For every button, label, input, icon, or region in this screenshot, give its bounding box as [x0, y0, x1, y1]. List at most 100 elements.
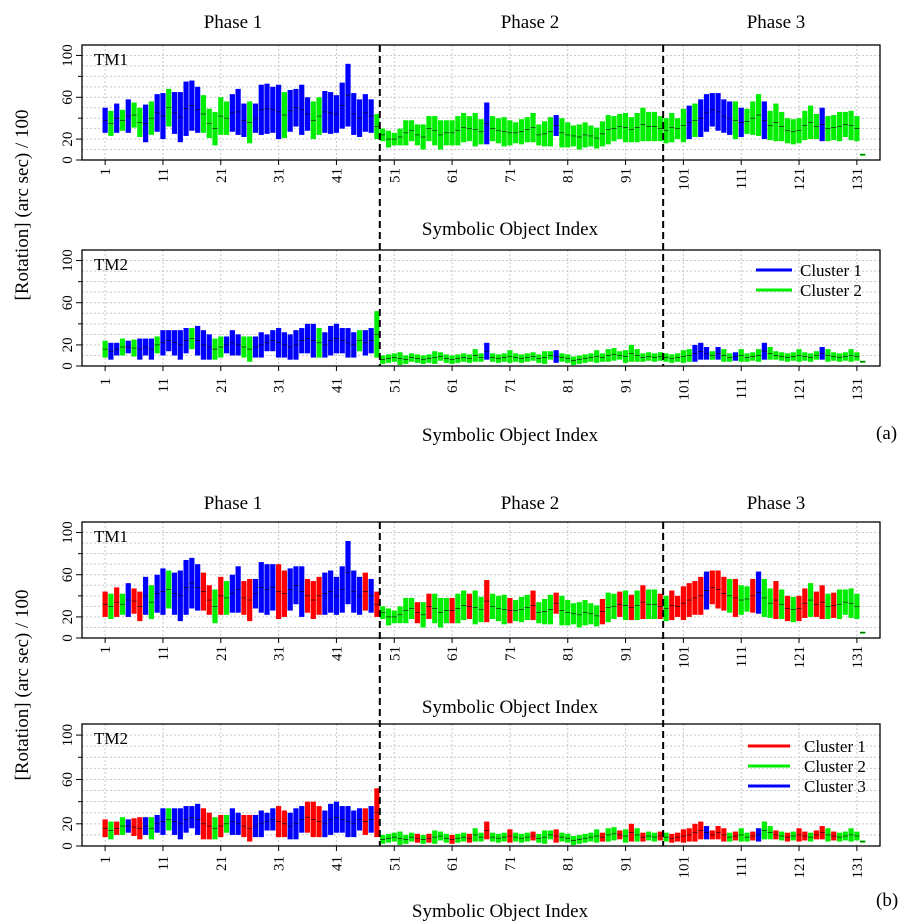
x-axis-label-b-tm1: Symbolic Object Index — [422, 697, 599, 718]
x-tick-label: 131 — [850, 378, 866, 401]
y-ticks-a-tm1: 0 20 60 100 — [60, 44, 82, 164]
legend-entry: Cluster 1 — [800, 261, 862, 280]
x-tick-label: 71 — [503, 646, 519, 661]
plot-frame-b-tm2 — [81, 723, 881, 847]
panel-title-b-tm2: TM2 — [94, 729, 128, 748]
x-tick-label: 31 — [272, 378, 288, 393]
panel-label-b: (b) — [876, 890, 898, 911]
x-tick-label: 11 — [156, 168, 172, 182]
x-tick-label: 11 — [156, 856, 172, 870]
y-tick-label: 0 — [60, 156, 76, 164]
x-tick-label: 121 — [792, 168, 808, 191]
x-tick-label: 91 — [619, 856, 635, 871]
x-tick-label: 41 — [329, 856, 345, 871]
y-ticks-b-tm2: 0 20 60 100 — [60, 724, 82, 850]
bars-b-tm1 — [102, 540, 866, 634]
x-tick-label: 41 — [329, 168, 345, 183]
y-axis-label-a: [Rotation] (arc sec) / 100 — [12, 110, 33, 301]
y-tick-label: 60 — [60, 90, 76, 105]
x-axis-label-b-tm2: Symbolic Object Index — [412, 901, 589, 922]
x-tick-label: 81 — [561, 856, 577, 871]
x-tick-label: 41 — [329, 378, 345, 393]
phase-label-a-3: Phase 3 — [747, 12, 806, 33]
x-ticks-b-tm1: 1 11 21 31 41 51 61 71 81 91 101 111 121 131 — [98, 638, 866, 669]
x-tick-label: 91 — [619, 646, 635, 661]
legend-entry: Cluster 2 — [800, 281, 862, 300]
x-tick-label: 51 — [387, 856, 403, 871]
x-tick-label: 51 — [387, 646, 403, 661]
y-tick-label: 60 — [60, 295, 76, 310]
x-tick-label: 71 — [503, 378, 519, 393]
panel-title-a-tm1: TM1 — [94, 50, 128, 69]
x-tick-label: 111 — [734, 856, 750, 877]
legend-entry: Cluster 1 — [804, 737, 866, 756]
x-tick-label: 21 — [214, 378, 230, 393]
x-tick-label: 31 — [272, 646, 288, 661]
x-ticks-a-tm2: 1 11 21 31 41 51 61 71 81 91 101 111 121 131 — [98, 366, 866, 401]
y-axis-label-b: [Rotation] (arc sec) / 100 — [12, 590, 33, 781]
bars-a-tm2 — [102, 311, 866, 365]
x-tick-label: 71 — [503, 856, 519, 871]
y-tick-label: 60 — [60, 772, 76, 787]
y-tick-label: 100 — [60, 724, 76, 747]
x-tick-label: 121 — [792, 646, 808, 669]
x-tick-label: 61 — [445, 646, 461, 661]
legend-entry: Cluster 3 — [804, 777, 866, 796]
x-tick-label: 51 — [387, 168, 403, 183]
x-tick-label: 21 — [214, 856, 230, 871]
panel-label-a: (a) — [876, 423, 897, 444]
y-tick-label: 20 — [60, 609, 76, 624]
panel-title-b-tm1: TM1 — [94, 527, 128, 546]
x-tick-label: 1 — [98, 856, 114, 864]
x-tick-label: 11 — [156, 378, 172, 392]
y-tick-label: 0 — [60, 634, 76, 642]
x-tick-label: 21 — [214, 168, 230, 183]
x-tick-label: 111 — [734, 168, 750, 189]
x-ticks-a-tm1: 1 11 21 31 41 51 61 71 81 91 101 111 121 131 — [98, 160, 866, 191]
x-tick-label: 91 — [619, 378, 635, 393]
y-tick-label: 100 — [60, 44, 76, 67]
plot-frame-b-tm1 — [81, 521, 881, 639]
y-tick-label: 0 — [60, 362, 76, 370]
bars-b-tm2 — [102, 788, 866, 845]
x-tick-label: 101 — [676, 646, 692, 669]
bars-a-tm1 — [102, 63, 866, 156]
x-tick-label: 101 — [676, 168, 692, 191]
phase-label-b-3: Phase 3 — [747, 493, 806, 514]
x-tick-label: 101 — [676, 378, 692, 401]
x-tick-label: 91 — [619, 168, 635, 183]
phase-label-b-1: Phase 1 — [204, 493, 263, 514]
x-tick-label: 131 — [850, 168, 866, 191]
plot-frame-a-tm1 — [81, 44, 881, 161]
y-tick-label: 60 — [60, 567, 76, 582]
x-tick-label: 101 — [676, 856, 692, 879]
overlay-layer: Phase 1 Phase 2 Phase 3 Phase 1 Phase 2 … — [12, 12, 898, 922]
x-tick-label: 61 — [445, 168, 461, 183]
panel-title-a-tm2: TM2 — [94, 255, 128, 274]
x-tick-label: 111 — [734, 646, 750, 667]
y-tick-label: 20 — [60, 132, 76, 147]
phase-label-b-2: Phase 2 — [501, 493, 560, 514]
x-tick-label: 1 — [98, 168, 114, 176]
x-tick-label: 31 — [272, 168, 288, 183]
x-tick-label: 111 — [734, 378, 750, 399]
y-ticks-a-tm2: 0 20 60 100 — [60, 249, 82, 370]
x-tick-label: 131 — [850, 856, 866, 879]
x-tick-label: 81 — [561, 168, 577, 183]
x-ticks-b-tm2: 1 11 21 31 41 51 61 71 81 91 101 111 121 131 — [98, 846, 866, 879]
x-tick-label: 41 — [329, 646, 345, 661]
x-tick-label: 81 — [561, 646, 577, 661]
phase-boundaries — [378, 45, 665, 846]
x-tick-label: 131 — [850, 646, 866, 669]
y-tick-label: 0 — [60, 842, 76, 850]
x-tick-label: 11 — [156, 646, 172, 660]
y-tick-label: 20 — [60, 816, 76, 831]
